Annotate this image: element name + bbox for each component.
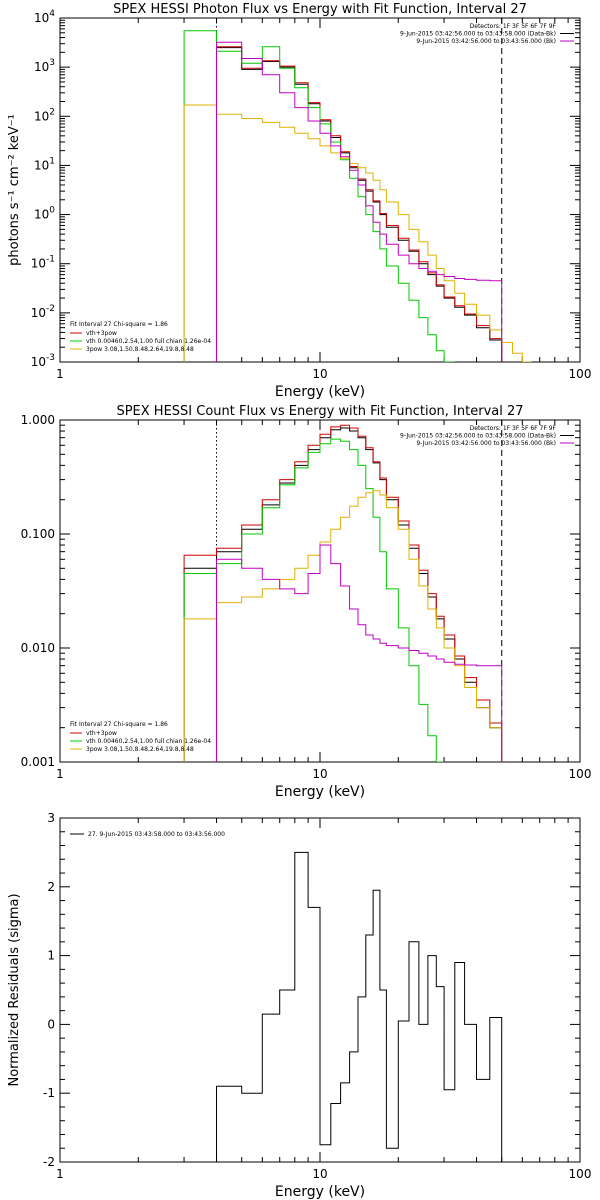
x-axis-label: Energy (keV) xyxy=(275,1184,365,1200)
plot-area xyxy=(216,851,503,1162)
legend-entry: 3pow 3.08,1.50,8.48,2.64,19.8,8.48 xyxy=(86,746,194,753)
y-tick-label: -2 xyxy=(43,1155,55,1169)
chart-title: SPEX HESSI Count Flux vs Energy with Fit… xyxy=(116,404,523,419)
series-5-histogram xyxy=(216,544,503,762)
y-tick-label: 1.000 xyxy=(21,413,55,427)
info-text: 9-Jun-2015 03:42:56.000 to 03:43:56.000 … xyxy=(416,440,556,447)
series-4-histogram xyxy=(183,104,532,362)
x-tick-label: 100 xyxy=(569,1167,592,1181)
y-tick-label: 10-1 xyxy=(31,255,55,271)
series-1-histogram xyxy=(216,47,503,362)
x-tick-label: 1 xyxy=(56,367,64,381)
y-axis-label: Normalized Residuals (sigma) xyxy=(7,893,22,1086)
chart-title: SPEX HESSI Photon Flux vs Energy with Fi… xyxy=(113,2,527,17)
y-tick-label: 102 xyxy=(34,107,55,123)
y-tick-label: 104 xyxy=(34,9,55,25)
legend-header: Fit Interval 27 Chi-square = 1.86 xyxy=(70,721,168,728)
y-tick-label: 100 xyxy=(34,206,55,222)
y-tick-label: 10-2 xyxy=(31,304,55,320)
y-tick-label: 0.100 xyxy=(21,527,55,541)
legend-header: Fit Interval 27 Chi-square = 1.86 xyxy=(70,321,168,328)
legend-entry: 3pow 3.08,1.50,8.48,2.64,19.8,8.48 xyxy=(86,346,194,353)
y-tick-label: 101 xyxy=(34,156,55,172)
x-tick-label: 10 xyxy=(312,367,327,381)
series-3-histogram xyxy=(183,438,445,762)
info-text: Detectors: 1F 3F 5F 6F 7F 9F xyxy=(470,23,557,30)
plot-area xyxy=(183,18,532,362)
legend-entry: vth+3pow xyxy=(86,330,117,337)
info-text: 9-Jun-2015 03:42:56.000 to 03:43:58.000 … xyxy=(400,31,556,38)
x-tick-label: 10 xyxy=(312,767,327,781)
series-1-histogram xyxy=(216,851,503,1162)
x-tick-label: 1 xyxy=(56,767,64,781)
info-text: Detectors: 1F 3F 5F 6F 7F 9F xyxy=(470,425,557,432)
y-tick-label: 3 xyxy=(47,811,55,825)
x-axis-label: Energy (keV) xyxy=(275,784,365,800)
info-text: 9-Jun-2015 03:42:56.000 to 03:43:56.000 … xyxy=(416,38,556,45)
series-3-histogram xyxy=(183,30,455,362)
chart-2: SPEX HESSI Count Flux vs Energy with Fit… xyxy=(21,404,592,800)
y-tick-label: 103 xyxy=(34,58,55,74)
series-4-histogram xyxy=(183,490,503,762)
legend-entry: 27. 9-Jun-2015 03:43:58.000 to 03:43:56.… xyxy=(88,831,225,838)
y-tick-label: 1 xyxy=(47,949,55,963)
legend-entry: vth 0.00460,2.54,1.00 full chian 1.26e-0… xyxy=(86,338,211,345)
x-tick-label: 100 xyxy=(569,767,592,781)
x-tick-label: 10 xyxy=(312,1167,327,1181)
y-tick-label: 10-3 xyxy=(31,353,55,369)
x-axis-label: Energy (keV) xyxy=(275,384,365,400)
series-1-histogram xyxy=(183,427,503,762)
x-tick-label: 1 xyxy=(56,1167,64,1181)
y-axis-label: photons s⁻¹ cm⁻² keV⁻¹ xyxy=(7,114,22,266)
y-tick-label: 0 xyxy=(47,1017,55,1031)
legend-entry: vth 0.00460,2.54,1.00 full chian 1.26e-0… xyxy=(86,738,211,745)
series-2-histogram xyxy=(216,46,503,362)
y-tick-label: 0.010 xyxy=(21,641,55,655)
y-tick-label: 0.001 xyxy=(21,755,55,769)
plot-area xyxy=(183,420,503,762)
series-5-histogram xyxy=(216,41,503,362)
series-2-histogram xyxy=(183,424,503,762)
chart-1: SPEX HESSI Photon Flux vs Energy with Fi… xyxy=(7,2,591,400)
x-tick-label: 100 xyxy=(569,367,592,381)
legend-entry: vth+3pow xyxy=(86,730,117,737)
y-tick-label: -1 xyxy=(43,1086,55,1100)
info-text: 9-Jun-2015 03:42:56.000 to 03:43:58.000 … xyxy=(400,433,556,440)
y-tick-label: 2 xyxy=(47,880,55,894)
